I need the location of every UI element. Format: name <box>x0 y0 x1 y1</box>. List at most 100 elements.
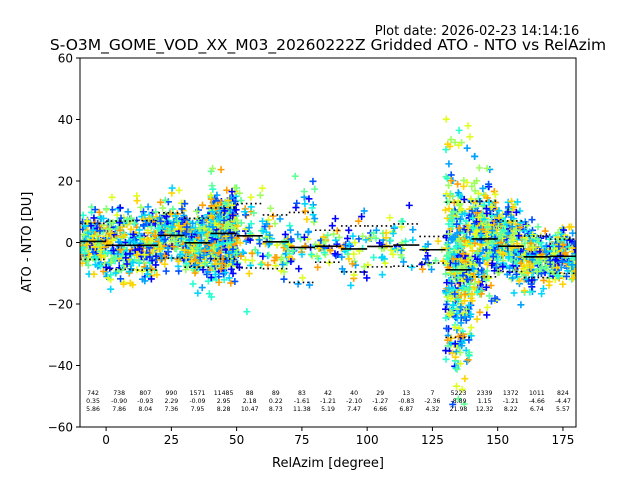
scatter-point <box>226 238 234 246</box>
scatter-point <box>372 226 380 234</box>
scatter-point <box>120 217 128 225</box>
scatter-point <box>237 219 245 227</box>
scatter-point <box>175 186 183 194</box>
scatter-point <box>443 300 451 308</box>
scatter-point <box>348 260 356 268</box>
scatter-point <box>446 142 454 150</box>
scatter-point <box>220 276 228 284</box>
scatter-point <box>561 249 569 257</box>
scatter-point <box>144 226 152 234</box>
y-axis-label: ATO - NTO [DU] <box>20 192 35 293</box>
scatter-point <box>488 227 496 235</box>
scatter-point <box>443 279 451 287</box>
scatter-point <box>80 237 88 245</box>
scatter-point <box>130 238 138 246</box>
scatter-point <box>156 214 164 222</box>
bin-std-label: 7.36 <box>164 406 178 413</box>
scatter-point <box>84 230 92 238</box>
scatter-point <box>506 264 514 272</box>
scatter-point <box>455 190 463 198</box>
scatter-point <box>191 269 199 277</box>
scatter-point <box>524 245 532 253</box>
scatter-point <box>145 215 153 223</box>
bin-count-label: 13 <box>402 390 410 397</box>
scatter-point <box>347 281 355 289</box>
scatter-point <box>424 252 432 260</box>
scatter-point <box>512 226 520 234</box>
scatter-point <box>281 230 289 238</box>
scatter-point <box>516 207 524 215</box>
scatter-point <box>452 260 460 268</box>
scatter-point <box>264 232 272 240</box>
bin-count-label: 7 <box>430 390 434 397</box>
scatter-point <box>520 287 528 295</box>
scatter-point <box>170 218 178 226</box>
scatter-point <box>152 252 160 260</box>
scatter-point <box>445 160 453 168</box>
scatter-point <box>87 222 95 230</box>
scatter-point <box>473 226 481 234</box>
scatter-point <box>537 265 545 273</box>
scatter-point <box>196 253 204 261</box>
scatter-point <box>445 284 453 292</box>
scatter-point <box>326 247 334 255</box>
scatter-point <box>445 220 453 228</box>
scatter-point <box>170 243 178 251</box>
scatter-point <box>443 324 451 332</box>
scatter-point <box>248 249 256 257</box>
scatter-point <box>210 231 218 239</box>
scatter-point <box>454 395 462 403</box>
scatter-point <box>546 235 554 243</box>
scatter-point <box>258 184 266 192</box>
scatter-point <box>462 316 470 324</box>
scatter-point <box>110 246 118 254</box>
scatter-point <box>129 281 137 289</box>
scatter-point <box>184 248 192 256</box>
scatter-point <box>173 217 181 225</box>
bin-mean-label: -2.36 <box>424 398 440 405</box>
scatter-point <box>344 246 352 254</box>
scatter-point <box>467 332 475 340</box>
scatter-point <box>463 357 471 365</box>
scatter-point <box>181 200 189 208</box>
scatter-point <box>199 201 207 209</box>
scatter-point <box>551 276 559 284</box>
scatter-point <box>236 189 244 197</box>
scatter-point <box>168 223 176 231</box>
scatter-point <box>176 250 184 258</box>
scatter-point <box>191 261 199 269</box>
scatter-point <box>482 205 490 213</box>
scatter-point <box>476 308 484 316</box>
scatter-point <box>294 280 302 288</box>
scatter-point <box>280 275 288 283</box>
scatter-point <box>313 252 321 260</box>
scatter-point <box>307 250 315 258</box>
x-axis-label: RelAzim [degree] <box>272 456 384 471</box>
scatter-point <box>471 239 479 247</box>
scatter-point <box>331 250 339 258</box>
scatter-point <box>116 204 124 212</box>
scatter-point <box>454 197 462 205</box>
scatter-point <box>264 261 272 269</box>
scatter-point <box>482 276 490 284</box>
scatter-point <box>509 203 517 211</box>
scatter-point <box>161 196 169 204</box>
scatter-point <box>467 195 475 203</box>
scatter-points <box>80 115 576 408</box>
bin-mean-label: -0.93 <box>137 398 153 405</box>
scatter-point <box>554 229 562 237</box>
scatter-point <box>159 204 167 212</box>
bin-count-label: 40 <box>350 390 358 397</box>
scatter-point <box>141 277 149 285</box>
scatter-point <box>367 233 375 241</box>
scatter-point <box>516 223 524 231</box>
bin-mean-label: 0.35 <box>86 398 100 405</box>
y-tick-label: −40 <box>48 359 73 373</box>
scatter-point <box>279 261 287 269</box>
scatter-point <box>470 220 478 228</box>
scatter-point <box>80 211 87 219</box>
bin-count-label: 807 <box>139 390 151 397</box>
scatter-point <box>477 290 485 298</box>
scatter-point <box>452 243 460 251</box>
scatter-point <box>215 278 223 286</box>
